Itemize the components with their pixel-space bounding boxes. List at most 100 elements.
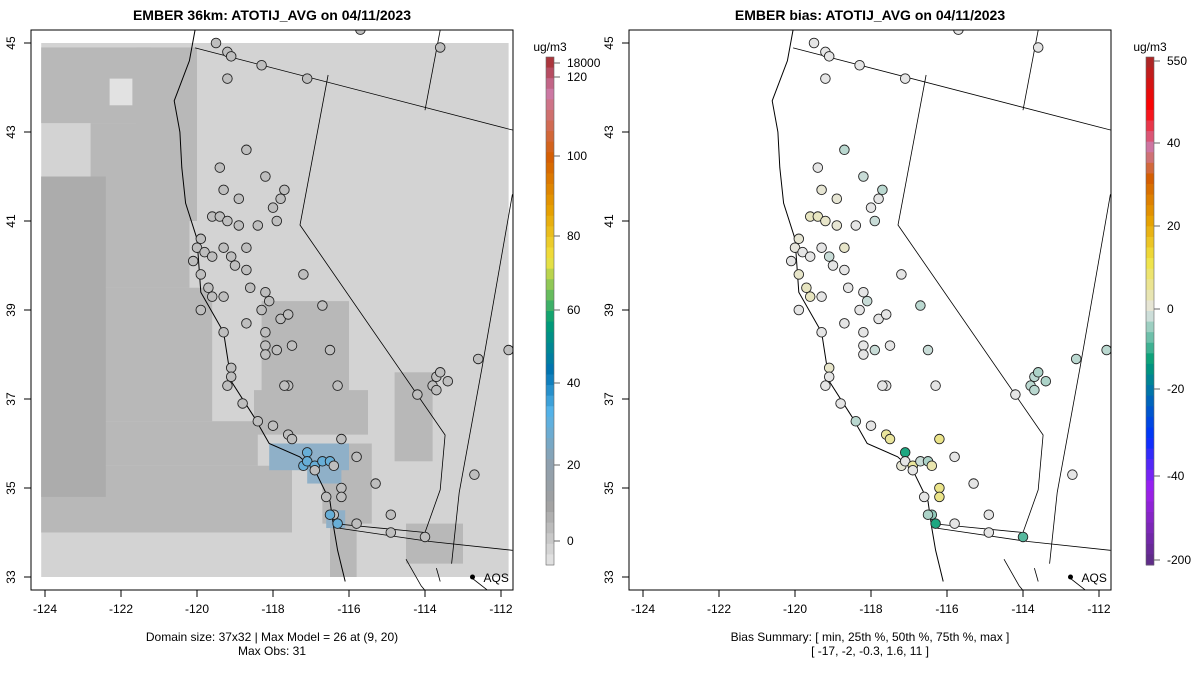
x-tick-label: -114 — [1011, 602, 1034, 616]
monitor-site-marker — [839, 318, 850, 329]
monitor-site-marker — [877, 380, 888, 391]
x-tick-label: -112 — [1087, 602, 1110, 616]
monitor-site-marker — [820, 215, 831, 227]
colorbar-segment — [546, 289, 554, 301]
monitor-site-marker — [442, 375, 454, 387]
monitor-site-marker — [953, 30, 964, 35]
colorbar-segment — [546, 173, 554, 185]
colorbar-segment — [546, 448, 554, 460]
monitor-site-marker — [934, 491, 945, 503]
monitor-site-marker — [351, 451, 362, 463]
monitor-site-marker — [930, 380, 941, 391]
monitor-site-marker — [934, 482, 945, 494]
plot-footer: Bias Summary: [ min, 25th %, 50th %, 75t… — [731, 630, 1010, 644]
monitor-site-marker — [949, 518, 960, 529]
monitor-site-marker — [930, 518, 941, 529]
colorbar-segment — [1146, 258, 1154, 270]
monitor-site-marker — [801, 282, 812, 294]
colorbar-segment — [1146, 152, 1154, 164]
monitor-site-marker — [332, 518, 343, 529]
monitor-site-marker — [233, 193, 245, 204]
colorbar-segment — [1146, 438, 1154, 450]
monitor-site-marker — [1040, 375, 1052, 387]
colorbar-segment — [546, 99, 554, 111]
monitor-site-marker — [244, 282, 256, 294]
monitor-site-marker — [431, 384, 442, 396]
monitor-site-marker — [336, 433, 347, 445]
model-map-panel: AQS EMBER 36km: ATOTIJ_AVG on 04/11/2023 -… — [4, 7, 601, 658]
colorbar-tick-label: 100 — [567, 149, 587, 163]
state-border — [1068, 576, 1086, 590]
monitor-site-marker — [275, 313, 286, 325]
state-border — [1034, 567, 1039, 582]
colorbar-segment — [546, 268, 554, 280]
state-border — [897, 74, 1044, 533]
colorbar-segment — [546, 152, 554, 164]
monitor-site-marker — [823, 251, 835, 262]
y-tick-label: 33 — [4, 570, 18, 584]
colorbar-segment — [546, 438, 554, 450]
monitor-site-marker — [324, 509, 336, 520]
monitor-site-marker — [385, 509, 397, 520]
monitor-site-marker — [218, 291, 229, 302]
monitor-site-marker — [298, 269, 309, 280]
model-grid-cell — [406, 523, 463, 564]
monitor-site-marker — [797, 246, 808, 258]
colorbar-segment — [1146, 427, 1154, 439]
monitor-site-marker — [301, 73, 313, 84]
monitor-site-marker — [301, 447, 313, 458]
monitor-site-marker — [260, 327, 271, 338]
monitor-site-marker — [275, 193, 286, 204]
colorbar-segment — [1146, 469, 1154, 481]
colorbar-tick-label: -20 — [1167, 382, 1185, 396]
state-border — [299, 74, 446, 533]
colorbar-segment — [546, 427, 554, 439]
monitor-site-marker — [842, 282, 854, 294]
monitor-site-marker — [865, 202, 877, 213]
colorbar-segment — [546, 205, 554, 217]
monitor-site-marker — [880, 309, 892, 320]
monitor-site-marker — [823, 362, 835, 374]
x-tick-label: -120 — [783, 602, 807, 616]
colorbar-segment — [1146, 522, 1154, 534]
monitor-site-marker — [820, 380, 831, 391]
monitor-site-marker — [199, 246, 210, 258]
monitor-site-marker — [869, 215, 881, 227]
monitor-site-marker — [256, 60, 267, 71]
colorbar-frame — [545, 56, 555, 566]
monitor-site-marker — [355, 30, 366, 35]
monitor-site-marker — [206, 291, 218, 302]
monitor-site-marker — [222, 215, 233, 227]
monitor-site-marker — [385, 527, 397, 538]
coastline — [771, 30, 944, 582]
monitor-site-marker — [241, 144, 252, 156]
x-tick-label: -114 — [413, 602, 436, 616]
colorbar-segment — [546, 194, 554, 206]
colorbar-segment — [1146, 236, 1154, 248]
y-tick-label: 41 — [4, 214, 18, 228]
colorbar-segment — [546, 416, 554, 428]
colorbar-segment — [546, 512, 554, 524]
colorbar-segment — [1146, 120, 1154, 132]
monitor-site-marker — [1067, 469, 1078, 480]
colorbar-segment — [546, 490, 554, 502]
monitor-site-marker — [286, 433, 298, 445]
colorbar-segment — [1146, 57, 1154, 69]
monitor-site-marker — [301, 456, 313, 467]
colorbar-segment — [546, 215, 554, 227]
monitor-site-marker — [472, 353, 484, 365]
monitor-site-marker — [858, 349, 869, 360]
colorbar-segment — [1146, 78, 1154, 90]
colorbar-segment — [546, 522, 554, 534]
colorbar-segment — [1146, 194, 1154, 206]
colorbar-tick-label: 20 — [1167, 219, 1181, 233]
monitor-site-marker — [922, 344, 934, 356]
plot-footer: [ -17, -2, -0.3, 1.6, 11 ] — [811, 644, 929, 658]
colorbar-segment — [1146, 205, 1154, 217]
colorbar-segment — [1146, 247, 1154, 259]
y-tick-label: 45 — [602, 36, 616, 50]
monitor-site-marker — [1032, 42, 1044, 53]
colorbar-segment — [546, 311, 554, 323]
colorbar-tick-label: 0 — [567, 534, 574, 548]
monitor-site-marker — [351, 518, 362, 529]
